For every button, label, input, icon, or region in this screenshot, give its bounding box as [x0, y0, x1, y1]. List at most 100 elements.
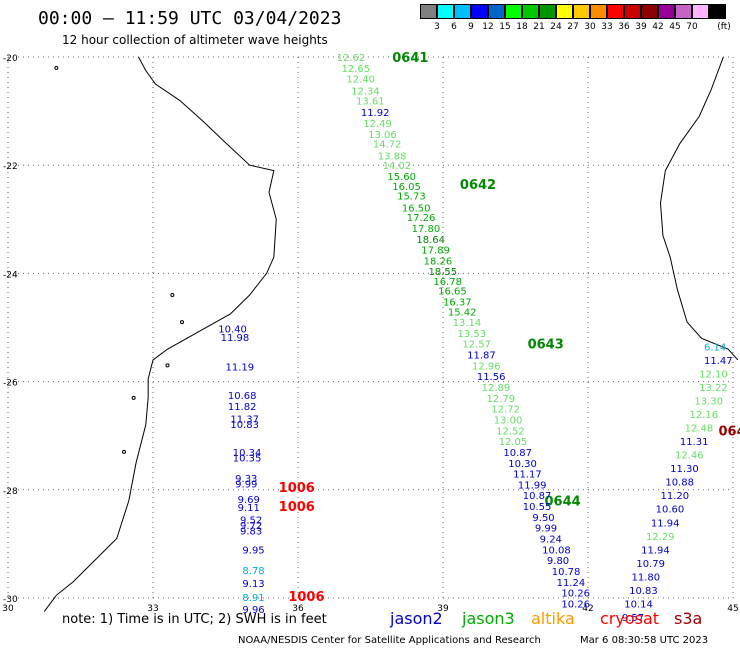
coastline-madagascar: [659, 56, 739, 361]
pass-label: 1006: [279, 500, 315, 515]
wave-height-value: 11.82: [228, 402, 257, 413]
wave-height-value: 17.89: [421, 246, 450, 257]
wave-height-value: 9.80: [547, 556, 569, 567]
latitude-label: -30: [3, 595, 18, 605]
wave-height-value: 11.94: [651, 518, 680, 529]
wave-height-value: 12.65: [342, 64, 371, 75]
scale-swatch: [522, 4, 539, 19]
wave-height-value: 9.33: [235, 474, 257, 485]
wave-height-value: 10.14: [624, 599, 653, 610]
wave-height-labels: 12.6212.6512.4012.3413.6111.9212.4913.06…: [218, 53, 732, 624]
scale-tick-label: 30: [584, 22, 596, 32]
wave-height-value: 11.30: [670, 464, 699, 475]
scale-tick-label: 12: [482, 22, 494, 32]
wave-height-value: 12.40: [346, 75, 375, 86]
wave-height-value: 10.40: [218, 325, 247, 336]
wave-height-value: 11.56: [477, 372, 506, 383]
wave-height-value: 16.05: [392, 182, 421, 193]
wave-height-value: 9.99: [235, 479, 257, 490]
latitude-label: -22: [3, 162, 18, 172]
scale-swatch: [658, 4, 675, 19]
scale-swatch: [590, 4, 607, 19]
wave-height-value: 13.22: [699, 383, 728, 394]
longitude-label: 45: [727, 604, 738, 614]
pass-label: 064: [719, 424, 740, 439]
pass-label: 0644: [545, 495, 581, 510]
pass-label: 0641: [392, 51, 428, 66]
wave-height-value: 12.57: [462, 340, 491, 351]
wave-height-value: 11.17: [513, 470, 542, 481]
wave-height-value: 12.49: [363, 119, 392, 130]
wave-height-value: 13.14: [453, 318, 482, 329]
scale-tick-label: 45: [669, 22, 681, 32]
scale-swatch: [641, 4, 658, 19]
wave-height-value: 10.83: [230, 420, 259, 431]
scale-tick-label: 42: [652, 22, 664, 32]
latitude-label: -26: [3, 379, 18, 389]
island: [122, 449, 126, 454]
wave-height-value: 10.55: [523, 502, 552, 513]
scale-tick-label: 21: [533, 22, 545, 32]
wave-height-value: 11.80: [632, 572, 661, 583]
scale-swatch: [488, 4, 505, 19]
wave-height-value: 12.16: [690, 410, 719, 421]
wave-height-value: 10.83: [629, 586, 658, 597]
scale-tick-label: 33: [601, 22, 613, 32]
scale-swatch: [420, 4, 437, 19]
wave-height-value: 13.61: [356, 96, 385, 107]
wave-height-value: 10.26: [561, 589, 590, 600]
legend-note: note: 1) Time is in UTC; 2) SWH is in fe…: [62, 612, 327, 627]
wave-height-value: 16.65: [438, 287, 467, 298]
wave-height-value: 14.72: [373, 140, 402, 151]
scale-swatch: [692, 4, 709, 19]
wave-height-value: 10.88: [665, 478, 694, 489]
wave-height-value: 9.57: [622, 613, 644, 624]
page-title: 00:00 – 11:59 UTC 03/04/2023: [38, 8, 342, 29]
wave-height-value: 11.31: [680, 437, 709, 448]
pass-label: 0642: [460, 178, 496, 193]
wave-height-value: 10.78: [552, 567, 581, 578]
scale-swatch: [556, 4, 573, 19]
legend-cryosat: cryosat: [600, 609, 660, 628]
wave-height-value: 9.11: [238, 503, 260, 514]
longitude-label: 39: [437, 604, 449, 614]
wave-height-value: 10.30: [508, 459, 537, 470]
wave-height-value: 13.53: [458, 329, 487, 340]
scale-swatch: [505, 4, 522, 19]
scale-tick-label: 18: [516, 22, 528, 32]
scale-tick-label: 24: [550, 22, 562, 32]
legend-s3a: s3a: [674, 609, 703, 628]
wave-height-value: 9.72: [240, 521, 262, 532]
wave-height-value: 16.78: [433, 277, 462, 288]
wave-height-value: 10.87: [523, 491, 552, 502]
wave-height-value: 15.60: [387, 172, 416, 183]
island: [165, 363, 170, 368]
legend-jason2: jason2: [390, 609, 443, 628]
longitude-label: 36: [292, 604, 304, 614]
scale-swatch: [675, 4, 692, 19]
wave-height-value: 12.29: [646, 532, 675, 543]
wave-height-value: 11.37: [230, 414, 259, 425]
wave-height-value: 10.26: [561, 599, 590, 610]
wave-height-value: 10.34: [233, 448, 262, 459]
wave-height-value: 17.26: [407, 213, 436, 224]
wave-height-value: 13.00: [494, 415, 523, 426]
satellite-track-labels: 0641 0642 0643 0644 1006 1006 1006 064: [279, 51, 740, 605]
wave-height-value: 8.91: [242, 593, 264, 604]
wave-height-value: 11.20: [661, 491, 690, 502]
wave-height-value: 12.05: [499, 437, 528, 448]
wave-height-value: 12.48: [685, 424, 714, 435]
latitude-label: -20: [3, 54, 18, 64]
scale-swatch: [539, 4, 556, 19]
longitude-label: 33: [147, 604, 158, 614]
wave-height-value: 12.79: [487, 394, 516, 405]
wave-height-value: 15.73: [397, 191, 426, 202]
wave-height-value: 12.10: [699, 369, 728, 380]
island: [54, 65, 59, 70]
coastline-africa: [43, 56, 277, 612]
wave-height-value: 18.64: [416, 235, 445, 246]
wave-height-value: 12.62: [337, 53, 366, 64]
wave-height-value: 18.55: [429, 267, 458, 278]
